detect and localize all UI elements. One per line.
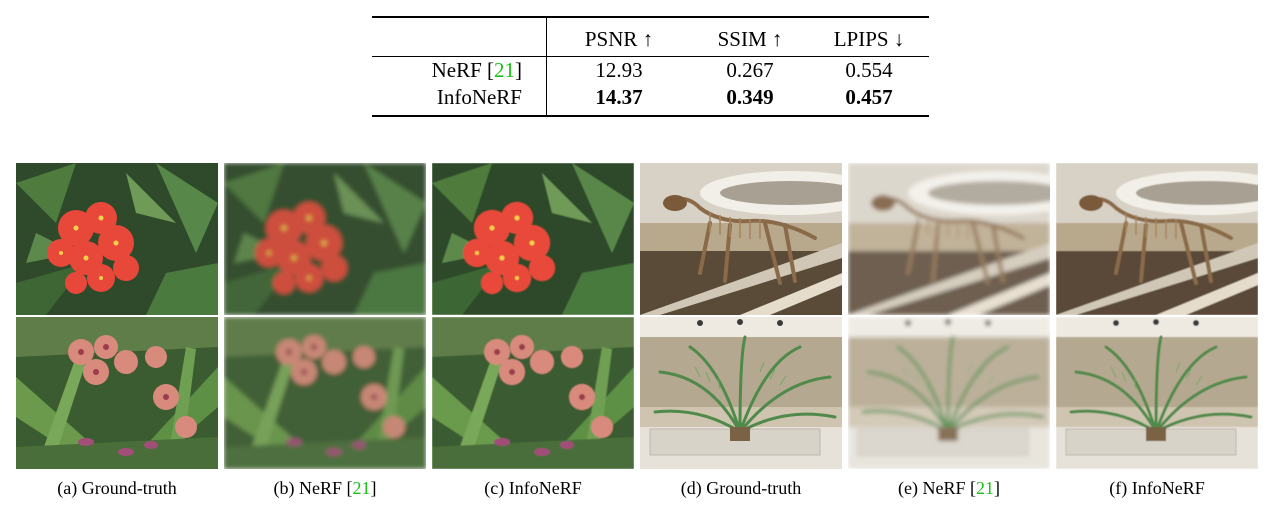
- lpips-value: 0.457: [809, 84, 929, 117]
- row-method: NeRF [21]: [372, 56, 547, 84]
- trex-nerf-image: [848, 163, 1050, 315]
- citation-link[interactable]: 21: [494, 58, 515, 82]
- caption-b: (b) NeRF [21]: [215, 478, 435, 499]
- red-flower-nerf-image: [224, 163, 426, 315]
- caption-close: ]: [370, 478, 377, 498]
- header-method: [372, 16, 547, 57]
- header-lpips: LPIPS ↓: [809, 16, 929, 57]
- caption-text: (b) NeRF [: [273, 478, 353, 498]
- fern-infonerf-image: [1056, 317, 1258, 469]
- table-header-row: PSNR ↑ SSIM ↑ LPIPS ↓: [372, 16, 929, 57]
- header-ssim: SSIM ↑: [691, 16, 809, 57]
- ssim-value: 0.349: [691, 84, 809, 117]
- caption-text: (f) InfoNeRF: [1109, 478, 1205, 498]
- caption-text: (a) Ground-truth: [57, 478, 177, 498]
- caption-text: (c) InfoNeRF: [484, 478, 582, 498]
- method-name: NeRF [: [431, 58, 494, 82]
- fern-nerf-image: [848, 317, 1050, 469]
- orchid-nerf-image: [224, 317, 426, 469]
- results-table: PSNR ↑ SSIM ↑ LPIPS ↓ NeRF [21] 12.93 0.…: [372, 16, 929, 117]
- ssim-value: 0.267: [726, 58, 774, 82]
- lpips-value: 0.554: [845, 58, 893, 82]
- caption-d: (d) Ground-truth: [631, 478, 851, 499]
- caption-text: (d) Ground-truth: [680, 478, 802, 498]
- caption-a: (a) Ground-truth: [7, 478, 227, 499]
- trex-infonerf-image: [1056, 163, 1258, 315]
- red-flower-ground-truth-image: [16, 163, 218, 315]
- trex-ground-truth-image: [640, 163, 842, 315]
- table-row: NeRF [21] 12.93 0.267 0.554: [372, 56, 929, 84]
- method-name: InfoNeRF: [436, 85, 522, 109]
- orchid-infonerf-image: [432, 317, 634, 469]
- caption-text: (e) NeRF [: [898, 478, 976, 498]
- psnr-value: 14.37: [546, 84, 691, 117]
- caption-close: ]: [993, 478, 1000, 498]
- fern-ground-truth-image: [640, 317, 842, 469]
- caption-f: (f) InfoNeRF: [1047, 478, 1267, 499]
- citation-link[interactable]: 21: [975, 478, 994, 498]
- citation-close: ]: [515, 58, 522, 82]
- caption-e: (e) NeRF [21]: [839, 478, 1059, 499]
- table-row: InfoNeRF 14.37 0.349 0.457: [372, 84, 929, 117]
- caption-c: (c) InfoNeRF: [423, 478, 643, 499]
- row-method: InfoNeRF: [372, 84, 547, 117]
- header-psnr: PSNR ↑: [546, 16, 691, 57]
- psnr-value: 12.93: [595, 58, 643, 82]
- red-flower-infonerf-image: [432, 163, 634, 315]
- orchid-ground-truth-image: [16, 317, 218, 469]
- citation-link[interactable]: 21: [352, 478, 371, 498]
